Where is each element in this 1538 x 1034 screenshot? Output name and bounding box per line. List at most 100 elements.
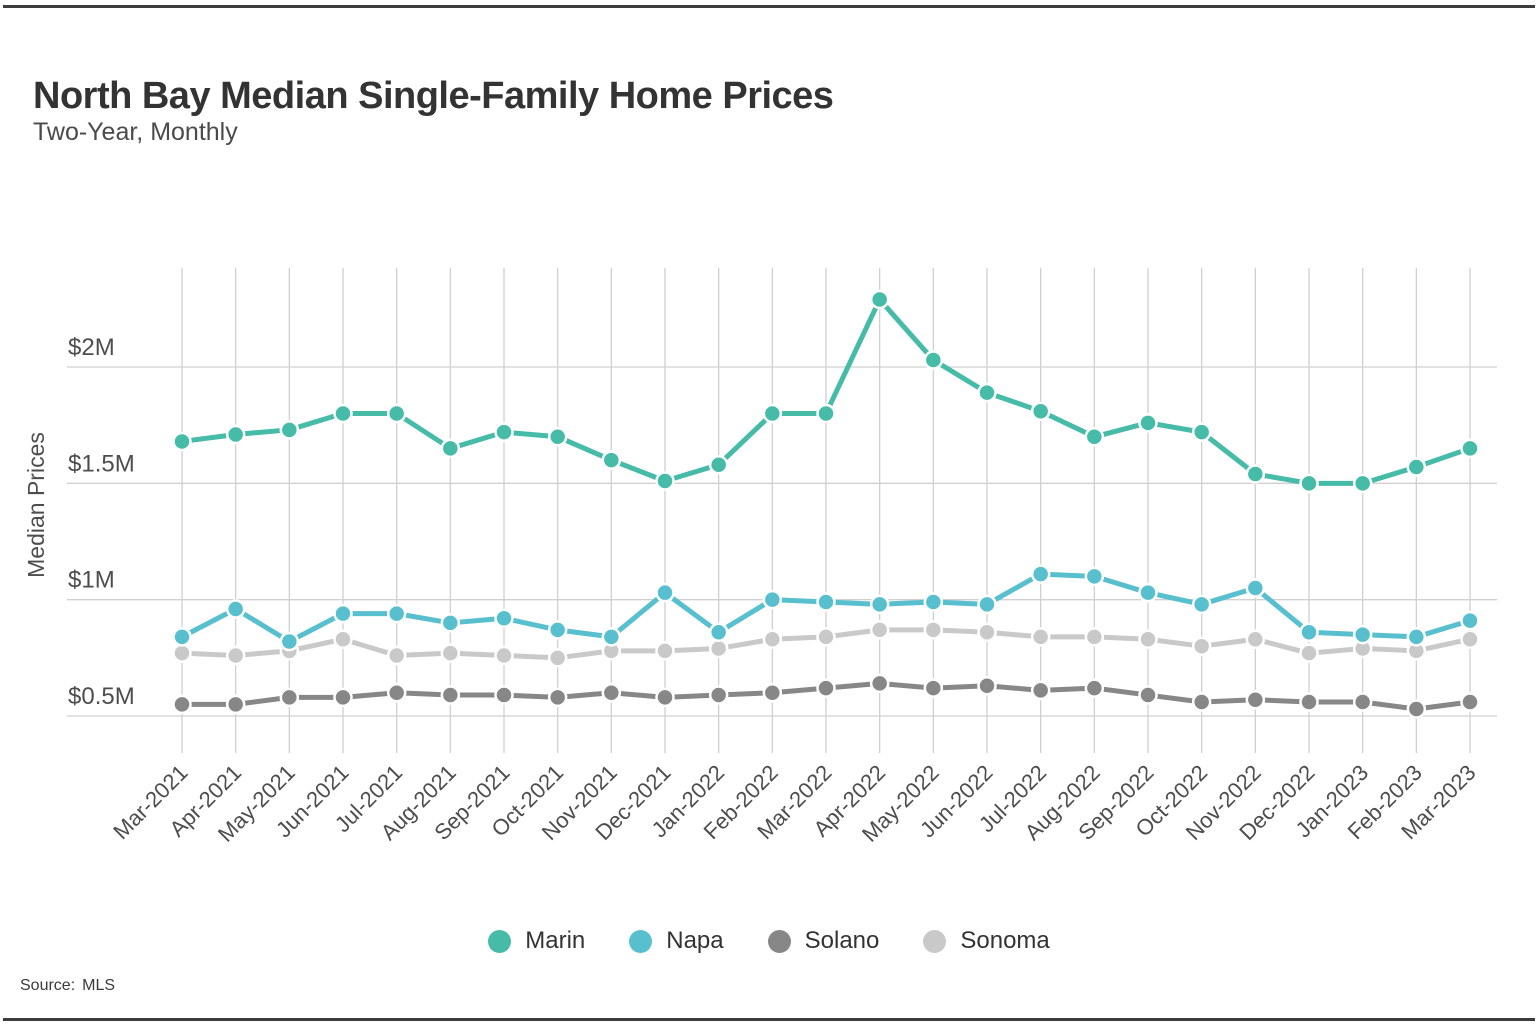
point-sonoma-Aug-2021[interactable] [440, 643, 461, 663]
point-marin-Dec-2021[interactable] [655, 471, 675, 491]
point-marin-Mar-2023[interactable] [1460, 438, 1480, 459]
point-solano-Jul-2022[interactable] [1030, 680, 1051, 701]
point-marin-Jun-2021[interactable] [333, 403, 353, 424]
chart-subtitle: Two-Year, Monthly [33, 118, 238, 146]
horizontal-gridlines: $0.5M $1M $1.5M $2M [67, 334, 1497, 717]
point-sonoma-Jun-2021[interactable] [333, 629, 353, 649]
point-napa-Aug-2021[interactable] [440, 613, 461, 633]
point-sonoma-Oct-2022[interactable] [1191, 636, 1212, 656]
point-sonoma-Mar-2021[interactable] [172, 643, 192, 663]
point-napa-Mar-2021[interactable] [172, 627, 192, 647]
point-napa-Dec-2021[interactable] [655, 582, 675, 603]
point-sonoma-Jan-2022[interactable] [708, 638, 729, 659]
point-marin-May-2022[interactable] [923, 350, 944, 370]
point-marin-Aug-2022[interactable] [1084, 427, 1105, 447]
point-marin-May-2021[interactable] [279, 420, 300, 440]
point-sonoma-Sep-2022[interactable] [1138, 629, 1158, 649]
point-napa-Jun-2022[interactable] [977, 594, 997, 615]
source-value: MLS [82, 977, 116, 994]
point-solano-Mar-2021[interactable] [172, 694, 192, 715]
point-sonoma-Feb-2022[interactable] [762, 629, 783, 649]
point-solano-May-2021[interactable] [279, 687, 300, 708]
point-napa-Apr-2021[interactable] [225, 599, 246, 619]
point-sonoma-Aug-2022[interactable] [1084, 627, 1105, 647]
point-napa-Sep-2021[interactable] [494, 608, 514, 629]
point-marin-Mar-2022[interactable] [816, 403, 836, 424]
point-napa-Apr-2022[interactable] [869, 594, 890, 615]
point-solano-May-2022[interactable] [923, 678, 944, 698]
point-napa-Feb-2022[interactable] [762, 589, 783, 610]
point-marin-Mar-2021[interactable] [172, 431, 192, 452]
point-solano-Feb-2022[interactable] [762, 682, 783, 703]
point-solano-Nov-2022[interactable] [1245, 689, 1266, 710]
point-marin-Aug-2021[interactable] [440, 438, 461, 459]
point-napa-Oct-2022[interactable] [1191, 594, 1212, 615]
point-solano-Sep-2022[interactable] [1138, 685, 1158, 705]
point-napa-Jun-2021[interactable] [333, 603, 353, 624]
point-sonoma-Jul-2021[interactable] [386, 645, 407, 666]
point-solano-Jun-2021[interactable] [333, 687, 353, 708]
point-marin-Nov-2021[interactable] [601, 450, 622, 470]
point-marin-Jun-2022[interactable] [977, 382, 997, 403]
point-marin-Feb-2023[interactable] [1406, 457, 1427, 477]
source-label: Source: [20, 977, 76, 994]
point-marin-Dec-2022[interactable] [1299, 473, 1319, 494]
point-napa-Jan-2022[interactable] [708, 622, 729, 642]
point-solano-Jan-2022[interactable] [708, 685, 729, 705]
point-sonoma-Jul-2022[interactable] [1030, 627, 1051, 647]
point-sonoma-Apr-2021[interactable] [225, 645, 246, 666]
point-sonoma-May-2022[interactable] [923, 620, 944, 640]
point-marin-Jul-2022[interactable] [1030, 401, 1051, 421]
point-marin-Jan-2022[interactable] [708, 454, 729, 475]
point-napa-Aug-2022[interactable] [1084, 566, 1105, 587]
point-solano-Jan-2023[interactable] [1352, 692, 1373, 712]
point-napa-Jul-2022[interactable] [1030, 564, 1051, 584]
point-sonoma-Dec-2021[interactable] [655, 641, 675, 661]
point-solano-Sep-2021[interactable] [494, 685, 514, 705]
point-marin-Sep-2021[interactable] [494, 422, 514, 442]
point-marin-Apr-2022[interactable] [869, 289, 890, 310]
point-solano-Mar-2022[interactable] [816, 678, 836, 698]
point-napa-May-2021[interactable] [279, 631, 300, 652]
point-marin-Feb-2022[interactable] [762, 403, 783, 424]
point-solano-Feb-2023[interactable] [1406, 699, 1427, 719]
point-solano-Apr-2022[interactable] [869, 673, 890, 694]
point-marin-Jan-2023[interactable] [1352, 473, 1373, 494]
point-solano-Apr-2021[interactable] [225, 694, 246, 715]
point-sonoma-Sep-2021[interactable] [494, 645, 514, 666]
point-solano-Nov-2021[interactable] [601, 682, 622, 703]
point-solano-Jul-2021[interactable] [386, 682, 407, 703]
point-sonoma-Mar-2023[interactable] [1460, 629, 1480, 649]
point-solano-Aug-2022[interactable] [1084, 678, 1105, 698]
point-marin-Nov-2022[interactable] [1245, 464, 1266, 484]
point-sonoma-Mar-2022[interactable] [816, 627, 836, 647]
point-napa-May-2022[interactable] [923, 592, 944, 612]
point-napa-Nov-2022[interactable] [1245, 578, 1266, 598]
point-solano-Aug-2021[interactable] [440, 685, 461, 705]
point-napa-Dec-2022[interactable] [1299, 622, 1319, 642]
point-napa-Feb-2023[interactable] [1406, 627, 1427, 647]
point-marin-Apr-2021[interactable] [225, 424, 246, 445]
point-marin-Oct-2022[interactable] [1191, 422, 1212, 442]
point-napa-Jul-2021[interactable] [386, 603, 407, 624]
point-napa-Sep-2022[interactable] [1138, 582, 1158, 603]
point-napa-Jan-2023[interactable] [1352, 624, 1373, 645]
point-sonoma-Oct-2021[interactable] [547, 648, 568, 668]
point-napa-Mar-2023[interactable] [1460, 610, 1480, 631]
point-solano-Mar-2023[interactable] [1460, 692, 1480, 712]
point-sonoma-Apr-2022[interactable] [869, 620, 890, 640]
point-napa-Oct-2021[interactable] [547, 620, 568, 640]
point-napa-Nov-2021[interactable] [601, 627, 622, 647]
point-sonoma-Jun-2022[interactable] [977, 622, 997, 642]
point-sonoma-Nov-2022[interactable] [1245, 629, 1266, 649]
point-solano-Oct-2021[interactable] [547, 687, 568, 708]
point-solano-Jun-2022[interactable] [977, 676, 997, 696]
point-solano-Oct-2022[interactable] [1191, 692, 1212, 712]
point-marin-Oct-2021[interactable] [547, 427, 568, 447]
point-napa-Mar-2022[interactable] [816, 592, 836, 612]
point-sonoma-Dec-2022[interactable] [1299, 643, 1319, 663]
point-marin-Jul-2021[interactable] [386, 403, 407, 424]
point-marin-Sep-2022[interactable] [1138, 413, 1158, 433]
point-solano-Dec-2022[interactable] [1299, 692, 1319, 712]
point-solano-Dec-2021[interactable] [655, 687, 675, 708]
